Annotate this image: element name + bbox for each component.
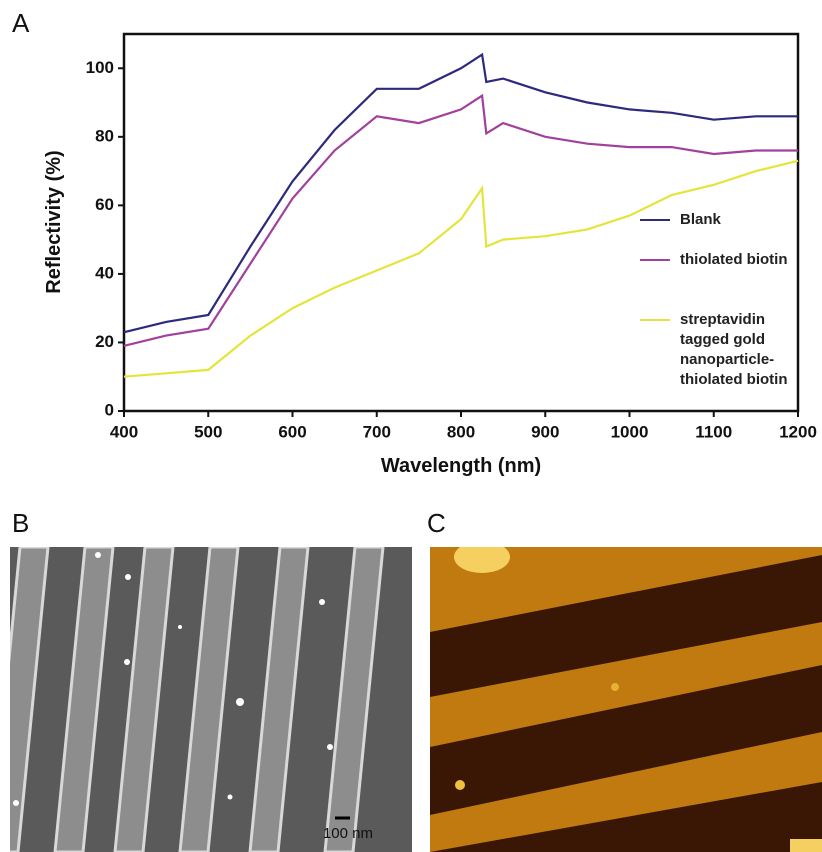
x-tick-label: 1000 (611, 422, 649, 441)
x-tick-label: 600 (278, 422, 306, 441)
afm-image (430, 547, 822, 852)
legend-label: streptavidin tagged gold nanoparticle-th… (680, 311, 788, 388)
data-line (123, 52, 798, 334)
particle (455, 780, 465, 790)
x-axis-title: Wavelength (nm) (381, 455, 541, 477)
y-tick-label: 60 (95, 195, 114, 214)
y-axis-title: Reflectivity (%) (43, 150, 65, 293)
x-tick-label: 900 (531, 422, 559, 441)
particles (13, 552, 333, 806)
y-tick-label: 0 (105, 400, 114, 419)
particle (454, 547, 510, 573)
x-tick-label: 800 (447, 422, 475, 441)
x-tick-label: 500 (194, 422, 222, 441)
x-tick-label: 1200 (779, 422, 817, 441)
x-tick-label: 700 (363, 422, 391, 441)
y-tick-label: 80 (95, 126, 114, 145)
panel-label: A (12, 8, 30, 38)
particle (790, 839, 822, 852)
dark-bands (430, 555, 822, 852)
legend-swatch (640, 259, 670, 261)
data-line (123, 93, 798, 347)
scale-bar-label: 100 nm (323, 825, 373, 842)
legend-swatch (640, 319, 670, 321)
panel-label: B (12, 508, 30, 538)
legend-swatch (640, 219, 670, 221)
legend-label: Blank (680, 211, 721, 228)
y-tick-label: 40 (95, 263, 114, 282)
y-tick-label: 100 (86, 58, 114, 77)
x-tick-label: 1100 (695, 422, 732, 441)
y-tick-label: 20 (95, 332, 114, 351)
stripes (10, 547, 385, 852)
sem-image: 100 nm (10, 547, 412, 852)
data-line (123, 159, 799, 378)
legend-label: thiolated biotin (680, 251, 788, 268)
panel-label: C (427, 508, 446, 538)
particle (611, 683, 619, 691)
chart: Wavelength (nm) Reflectivity (%) 0 20 40 60… (43, 32, 817, 477)
x-tick-label: 400 (110, 422, 138, 441)
